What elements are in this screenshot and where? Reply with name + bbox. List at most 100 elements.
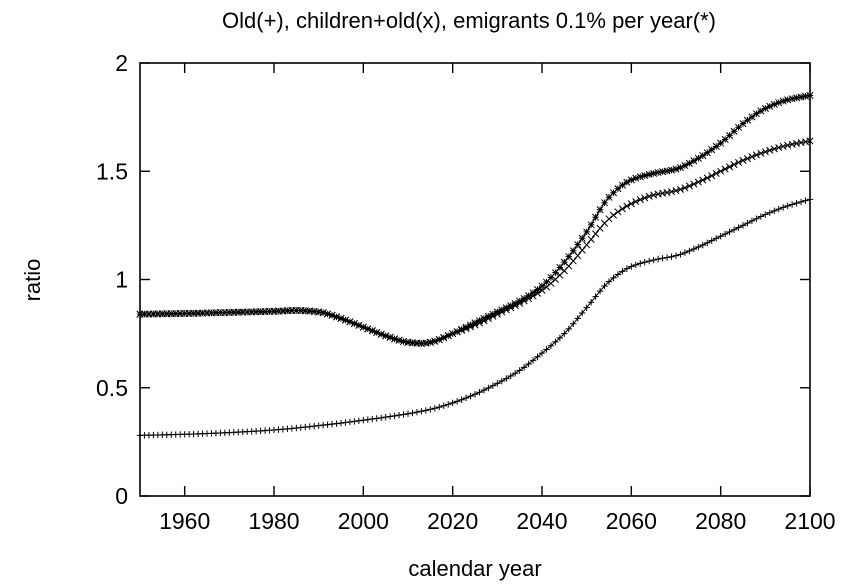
data-point	[752, 151, 760, 159]
data-point	[646, 257, 653, 265]
data-point	[346, 318, 354, 326]
data-point	[685, 182, 693, 190]
data-point	[784, 202, 791, 210]
data-point	[480, 314, 488, 323]
data-point	[641, 171, 649, 180]
data-point	[623, 202, 631, 210]
data-point	[239, 308, 247, 316]
x-tick-label: 1980	[248, 508, 299, 534]
data-point	[520, 364, 528, 371]
data-point	[574, 315, 581, 322]
data-point	[332, 313, 341, 321]
data-point	[583, 228, 591, 236]
data-point	[279, 307, 287, 315]
data-point	[748, 113, 756, 121]
data-point	[681, 184, 689, 192]
data-point	[650, 256, 657, 264]
data-point	[212, 309, 220, 317]
data-point	[333, 420, 340, 427]
data-point	[489, 310, 497, 318]
data-point	[511, 299, 519, 308]
data-point	[766, 146, 774, 154]
data-point	[542, 283, 551, 291]
data-point	[560, 258, 568, 266]
data-point	[806, 196, 814, 203]
data-point	[556, 263, 564, 272]
data-point	[426, 338, 434, 346]
data-point	[417, 339, 425, 347]
data-point	[512, 370, 519, 377]
data-point	[618, 181, 626, 189]
data-point	[676, 185, 685, 193]
data-point	[444, 332, 452, 340]
y-tick-label: 1	[115, 267, 128, 293]
data-point	[422, 407, 430, 414]
data-point	[672, 165, 680, 173]
data-point	[676, 164, 685, 172]
data-point	[547, 273, 555, 282]
data-point	[274, 307, 283, 315]
data-point	[717, 139, 725, 147]
data-point	[466, 321, 475, 329]
data-point	[248, 308, 256, 316]
data-point	[619, 268, 626, 275]
data-point	[788, 95, 796, 103]
data-point	[355, 417, 363, 425]
data-point	[351, 418, 358, 425]
data-point	[342, 419, 349, 426]
data-point	[806, 137, 814, 145]
data-point	[261, 308, 269, 316]
data-point	[328, 420, 336, 428]
data-point	[578, 234, 586, 242]
data-point	[757, 213, 765, 220]
data-point	[780, 204, 787, 211]
x-axis-label: calendar year	[408, 556, 541, 581]
data-point	[525, 360, 532, 368]
data-point	[596, 206, 604, 214]
data-point	[699, 241, 706, 249]
data-point	[542, 278, 551, 286]
data-point	[601, 282, 608, 290]
data-point	[431, 337, 439, 345]
data-point	[440, 402, 447, 409]
data-point	[167, 310, 175, 318]
data-point	[694, 154, 702, 162]
data-point	[659, 255, 666, 262]
data-point	[735, 224, 742, 231]
data-point	[704, 239, 711, 247]
data-point	[565, 325, 572, 333]
data-point	[583, 241, 591, 249]
data-point	[587, 235, 595, 243]
data-point	[207, 309, 216, 317]
data-point	[520, 294, 528, 303]
data-point	[712, 169, 720, 178]
data-point	[766, 102, 774, 110]
data-point	[637, 260, 644, 267]
data-point	[185, 309, 193, 317]
data-point	[779, 142, 787, 150]
data-point	[476, 389, 483, 396]
data-point	[507, 302, 515, 310]
data-point	[306, 307, 314, 315]
data-point	[400, 411, 407, 418]
series-line	[139, 198, 811, 436]
data-point	[770, 145, 778, 153]
data-point	[230, 308, 238, 316]
data-point	[734, 158, 743, 166]
data-point	[427, 406, 434, 413]
data-point	[386, 333, 394, 341]
data-point	[395, 336, 403, 344]
data-point	[713, 235, 720, 242]
data-point	[243, 308, 251, 316]
data-point	[614, 208, 622, 216]
data-point	[453, 328, 461, 336]
data-point	[216, 309, 224, 317]
data-point	[623, 178, 631, 186]
data-point	[744, 219, 751, 227]
data-point	[480, 386, 488, 394]
x-tick-label: 2080	[695, 508, 746, 534]
data-point	[373, 328, 381, 337]
data-point	[699, 176, 707, 184]
data-point	[757, 149, 765, 157]
data-point	[762, 211, 769, 218]
